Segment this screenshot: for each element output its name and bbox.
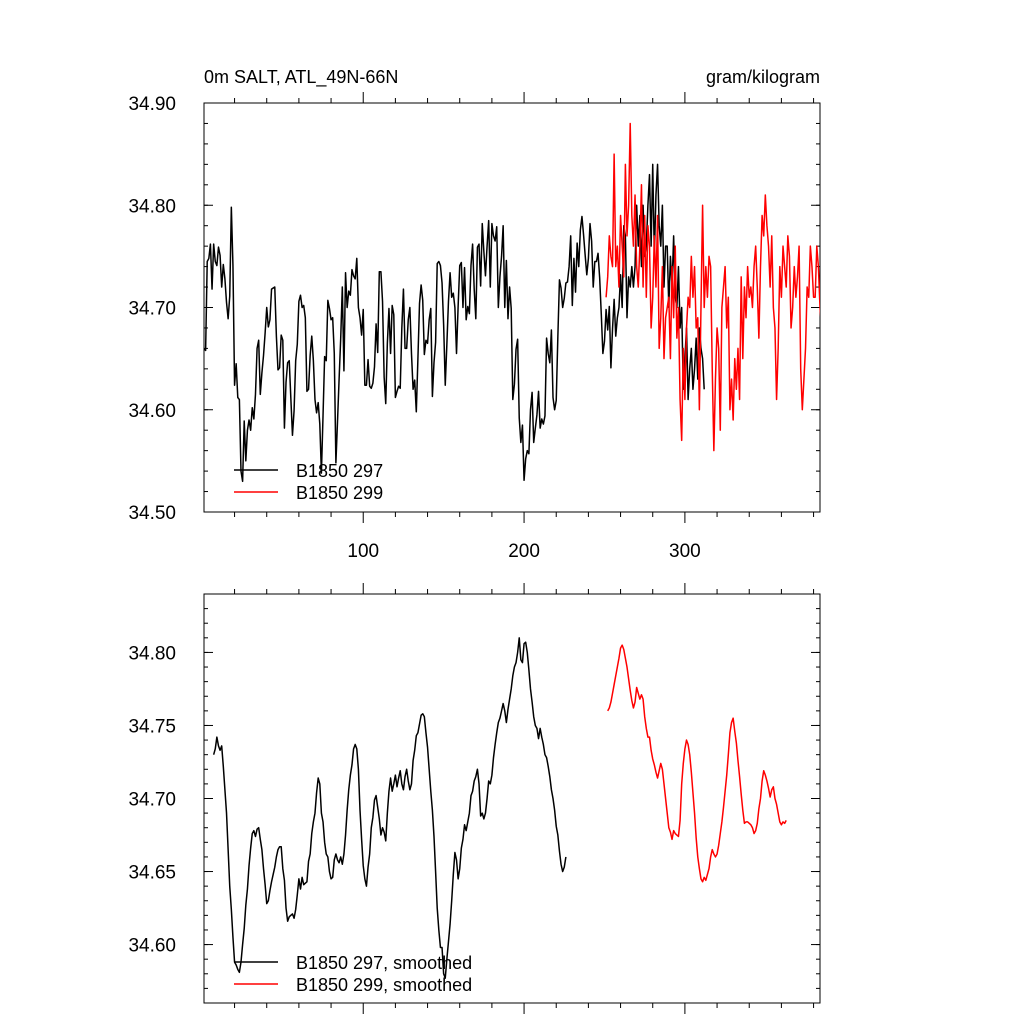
y-tick-label: 34.75 bbox=[128, 716, 176, 737]
y-tick-label: 34.80 bbox=[128, 643, 176, 664]
chart-title: 0m SALT, ATL_49N-66N bbox=[204, 67, 398, 88]
y-tick-label: 34.90 bbox=[128, 94, 176, 115]
y-tick-label: 34.80 bbox=[128, 196, 176, 217]
y-tick-label: 34.65 bbox=[128, 863, 176, 884]
plot-frame bbox=[203, 593, 821, 1004]
y-tick-label: 34.70 bbox=[128, 790, 176, 811]
legend-label-1: B1850 299, smoothed bbox=[296, 975, 472, 995]
x-tick-label: 200 bbox=[508, 541, 540, 562]
top-panel: 0m SALT, ATL_49N-66N gram/kilogram 34.50 34… bbox=[128, 67, 821, 562]
bottom-panel: 34.60 34.65 34.70 34.75 34.80 B1850 297, smoo… bbox=[128, 583, 821, 1014]
series-line-0 bbox=[212, 637, 567, 979]
y-tick-label: 34.60 bbox=[128, 401, 176, 422]
x-tick-label: 100 bbox=[347, 541, 379, 562]
series-line-0 bbox=[204, 163, 705, 483]
legend-label-0: B1850 297 bbox=[296, 461, 383, 481]
legend-label-0: B1850 297, smoothed bbox=[296, 953, 472, 973]
y-tick-label: 34.50 bbox=[128, 503, 176, 524]
legend-label-1: B1850 299 bbox=[296, 483, 383, 503]
y-tick-label: 34.70 bbox=[128, 299, 176, 320]
x-tick-label: 300 bbox=[669, 541, 701, 562]
chart-units: gram/kilogram bbox=[706, 67, 820, 87]
y-tick-label: 34.60 bbox=[128, 936, 176, 957]
series-line-1 bbox=[605, 122, 820, 452]
series-line-1 bbox=[607, 644, 787, 883]
